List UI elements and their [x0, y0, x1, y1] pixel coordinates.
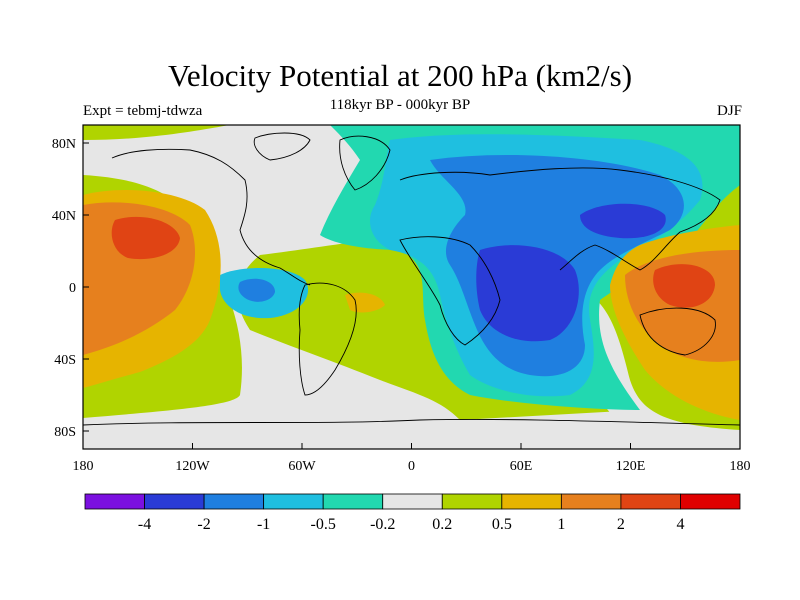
colorbar [84, 493, 741, 510]
colorbar-label: -0.2 [370, 516, 395, 533]
y-tick-label: 40N [52, 209, 76, 224]
season-label: DJF [716, 103, 742, 119]
y-tick-label: 80N [52, 137, 76, 152]
x-tick-label: 60W [288, 459, 316, 474]
colorbar-swatch [382, 493, 443, 510]
x-tick-label: 180 [730, 459, 751, 474]
positive-region-australia-core [653, 264, 715, 308]
colorbar-swatch [680, 493, 741, 510]
contour-field [83, 125, 740, 449]
colorbar-swatch [560, 493, 622, 510]
colorbar-label: -0.5 [311, 516, 336, 533]
y-tick-label: 40S [54, 353, 76, 368]
colorbar-label: 0.5 [492, 516, 512, 533]
colorbar-label: 1 [557, 516, 565, 533]
neutral-region-americas [83, 125, 640, 449]
x-tick-label: 180 [73, 459, 94, 474]
colorbar-swatch [620, 493, 681, 510]
x-tick-label: 0 [408, 459, 415, 474]
colorbar-label: 0.2 [432, 516, 452, 533]
experiment-label: Expt = tebmj-tdwza [83, 103, 203, 119]
chart-title: Velocity Potential at 200 hPa (km2/s) [167, 58, 633, 93]
colorbar-swatch [144, 493, 205, 510]
x-tick-label: 120W [175, 459, 210, 474]
colorbar-label: 4 [676, 516, 684, 533]
x-tick-label: 120E [616, 459, 646, 474]
colorbar-swatch [322, 493, 384, 510]
y-axis-labels: 80N 40N 0 40S 80S [52, 137, 76, 440]
colorbar-swatch [203, 493, 265, 510]
positive-region-pacific-core [111, 216, 180, 260]
colorbar-label: 2 [617, 516, 625, 533]
colorbar-label: -4 [138, 516, 151, 533]
colorbar-label: -2 [197, 516, 210, 533]
negative-region-central-america-core [238, 278, 275, 302]
x-tick-label: 60E [510, 459, 533, 474]
colorbar-label: -1 [257, 516, 270, 533]
negative-region-africa-dark [476, 245, 579, 342]
colorbar-swatch [501, 493, 562, 510]
positive-region-atlantic-core [345, 292, 385, 313]
colorbar-swatch [84, 493, 145, 510]
negative-region-eastasia-dark [580, 203, 666, 239]
chart-subtitle: 118kyr BP - 000kyr BP [329, 97, 471, 113]
coastlines [83, 132, 740, 426]
y-tick-label: 80S [54, 425, 76, 440]
colorbar-swatch [441, 493, 503, 510]
x-axis-labels: 180 120W 60W 0 60E 120E 180 [73, 459, 751, 474]
colorbar-swatch [263, 493, 324, 510]
axis-ticks [82, 142, 741, 449]
colorbar-labels: -4 -2 -1 -0.5 -0.2 0.2 0.5 1 2 4 [138, 516, 685, 533]
y-tick-label: 0 [69, 281, 76, 296]
